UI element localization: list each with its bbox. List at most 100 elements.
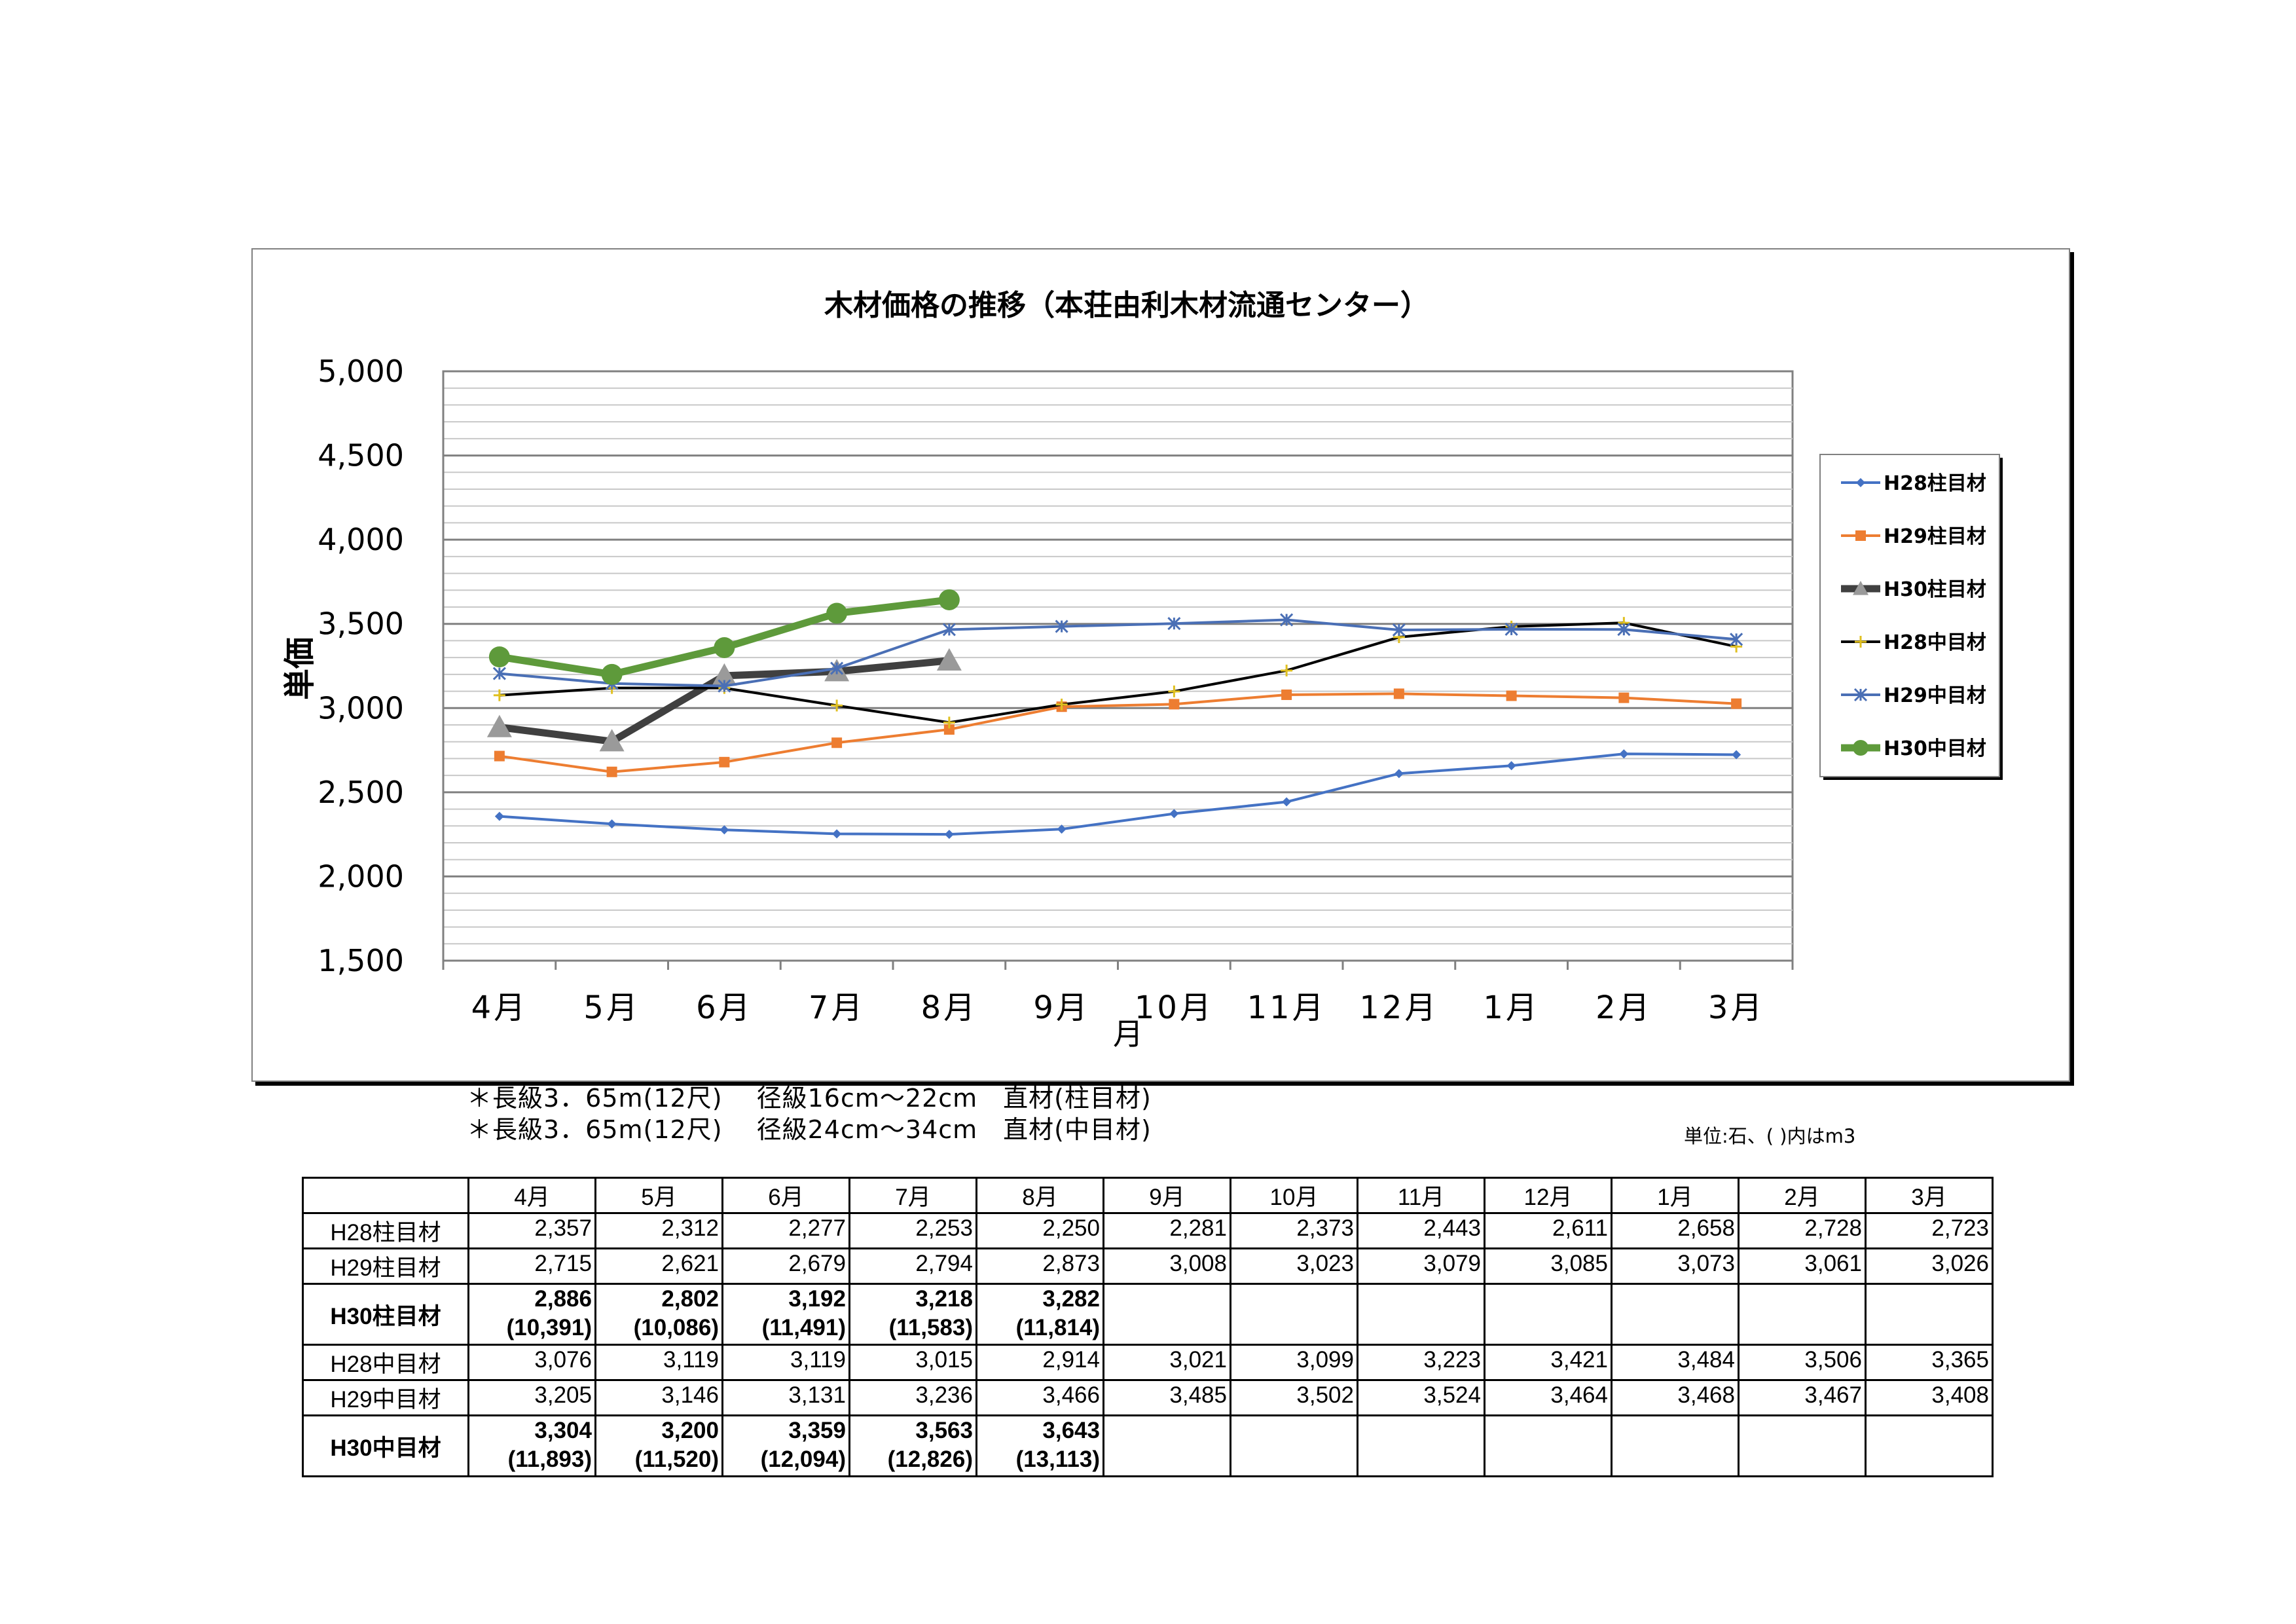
legend-item: H28柱目材	[1841, 472, 1986, 495]
table-cell: 3,015	[848, 1344, 977, 1381]
cell-volume: (11,583)	[888, 1315, 973, 1340]
cell-value: 3,085	[1550, 1251, 1608, 1276]
table-cell: 2,281	[1102, 1212, 1231, 1249]
table-cell: 2,253	[848, 1212, 977, 1249]
cell-value: 3,484	[1677, 1347, 1735, 1373]
table-header-cell: 2月	[1738, 1177, 1867, 1214]
data-point	[1394, 769, 1404, 779]
table-cell	[1357, 1283, 1485, 1346]
cell-value: 3,421	[1550, 1347, 1608, 1373]
data-point	[488, 646, 510, 668]
cell-value: 2,443	[1423, 1215, 1481, 1241]
series-H29中目材	[492, 613, 1743, 693]
data-point	[493, 689, 505, 701]
cell-value: 3,359	[788, 1418, 846, 1443]
data-point	[944, 830, 954, 840]
cell-value: 3,205	[534, 1382, 592, 1408]
x-axis-label: 月	[1113, 1016, 1143, 1052]
table-cell: 2,914	[975, 1344, 1104, 1381]
table-cell: 2,886 (10,391)	[467, 1283, 596, 1346]
table-cell: 3,236	[848, 1379, 977, 1416]
data-point	[1169, 699, 1180, 710]
table-cell: 2,723	[1865, 1212, 1994, 1249]
table-cell	[1611, 1283, 1740, 1346]
table-cell: 2,728	[1738, 1212, 1867, 1249]
cell-value: 3,023	[1296, 1251, 1354, 1276]
table-header-cell: 12月	[1484, 1177, 1613, 1214]
chart-frame: 木材価格の推移（本荘由利木材流通センター） 1,500 2,000 2,500 3,0…	[251, 248, 2070, 1082]
legend-marker	[1855, 636, 1867, 648]
legend-item: H29柱目材	[1841, 525, 1986, 548]
cell-value: 3,079	[1423, 1251, 1481, 1276]
cell-value: 3,008	[1169, 1251, 1227, 1276]
cell-value: 2,253	[915, 1215, 973, 1241]
data-point	[1731, 698, 1742, 709]
table-header-row: 4月 5月 6月 7月 8月 9月 10月 11月 12月 1月 2月 3月	[302, 1177, 1994, 1214]
cell-value: 3,485	[1169, 1382, 1227, 1408]
data-point	[1168, 685, 1180, 697]
table-cell	[1102, 1283, 1231, 1346]
data-point	[1057, 824, 1066, 834]
x-tick-label: 5月	[583, 989, 640, 1026]
table-cell: 3,131	[721, 1379, 850, 1416]
table-cell: 3,026	[1865, 1247, 1994, 1285]
cell-volume: (11,491)	[761, 1315, 846, 1340]
table-cell	[1865, 1283, 1994, 1346]
x-tick-label: 10月	[1135, 989, 1214, 1026]
cell-value: 3,146	[661, 1382, 719, 1408]
table-cell: 3,085	[1484, 1247, 1613, 1285]
table-cell	[1357, 1414, 1485, 1477]
cell-value: 3,282	[1042, 1286, 1100, 1312]
cell-volume: (10,391)	[506, 1315, 592, 1340]
data-point	[831, 699, 843, 712]
table-cell	[1230, 1414, 1358, 1477]
note-line-2: ＊長級3．65m(12尺) 径級24cm～34cm 直材(中目材)	[467, 1115, 1152, 1144]
table-cell: 2,802 (10,086)	[594, 1283, 723, 1346]
cell-value: 2,886	[534, 1286, 592, 1312]
x-tick-label: 9月	[1033, 989, 1090, 1026]
legend-marker	[1855, 530, 1866, 541]
cell-value: 2,679	[788, 1251, 846, 1276]
y-tick-label: 2,500	[318, 775, 404, 810]
data-point	[942, 623, 956, 637]
data-point	[936, 648, 962, 671]
cell-value: 2,312	[661, 1215, 719, 1241]
data-point	[1619, 749, 1629, 759]
legend-item: H29中目材	[1841, 684, 1986, 707]
table-cell: 3,563 (12,826)	[848, 1414, 977, 1477]
x-tick-label: 3月	[1708, 989, 1765, 1026]
cell-value: 3,236	[915, 1382, 973, 1408]
cell-volume: (10,086)	[633, 1315, 719, 1340]
cell-value: 3,502	[1296, 1382, 1354, 1408]
table-cell: 3,146	[594, 1379, 723, 1416]
cell-value: 3,026	[1931, 1251, 1989, 1276]
legend-label: H30柱目材	[1884, 578, 1986, 601]
table-cell: 2,443	[1357, 1212, 1485, 1249]
cell-value: 3,200	[661, 1418, 719, 1443]
table-cell: 3,076	[467, 1344, 596, 1381]
table-row: H28柱目材 2,357 2,312 2,277 2,253 2,250 2,281 2,37…	[302, 1212, 1994, 1249]
table-row: H30中目材 3,304 (11,893) 3,200 (11,520) 3,359 (12…	[302, 1414, 1994, 1477]
table-cell: 2,621	[594, 1247, 723, 1285]
x-tick-label: 6月	[696, 989, 753, 1026]
table-cell: 3,282 (11,814)	[975, 1283, 1104, 1346]
table-cell: 3,008	[1102, 1247, 1231, 1285]
data-point	[712, 663, 737, 686]
legend-marker	[1856, 478, 1865, 487]
legend-label: H28中目材	[1884, 631, 1986, 654]
cell-value: 3,408	[1931, 1382, 1989, 1408]
table-cell: 3,304 (11,893)	[467, 1414, 596, 1477]
data-point	[494, 750, 505, 762]
x-tick-label: 2月	[1595, 989, 1652, 1026]
table-header-cell: 4月	[467, 1177, 596, 1214]
legend-label: H30中目材	[1884, 737, 1986, 760]
cell-value: 3,131	[788, 1382, 846, 1408]
table-cell: 2,658	[1611, 1212, 1740, 1249]
table-cell: 3,506	[1738, 1344, 1867, 1381]
cell-volume: (11,520)	[634, 1447, 719, 1472]
cell-volume: (11,814)	[1015, 1315, 1100, 1340]
table-cell: 2,611	[1484, 1212, 1613, 1249]
series-line	[498, 621, 1738, 724]
x-tick-label: 11月	[1247, 989, 1326, 1026]
cell-value: 3,506	[1804, 1347, 1862, 1373]
